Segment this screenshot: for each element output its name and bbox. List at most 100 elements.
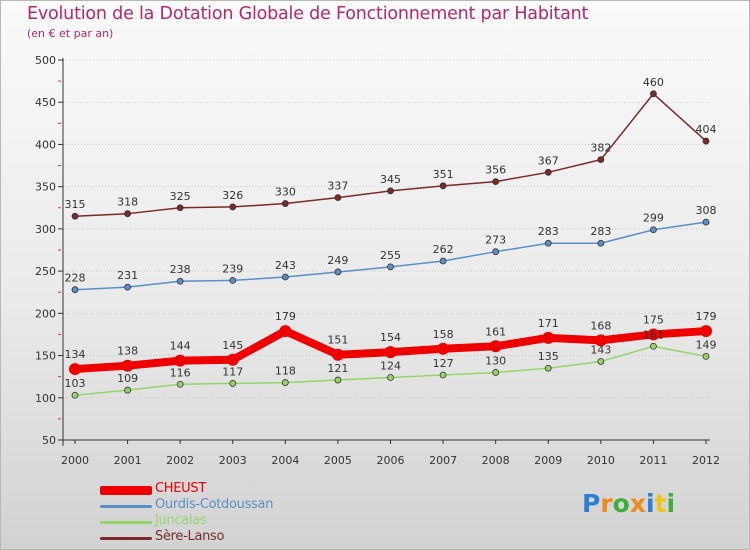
data-point xyxy=(597,239,605,247)
data-point xyxy=(387,263,394,271)
data-label: 179 xyxy=(696,310,717,323)
y-tick-label: 400 xyxy=(35,138,56,151)
data-point xyxy=(544,364,552,372)
data-label: 109 xyxy=(117,372,138,385)
data-label: 337 xyxy=(327,180,348,193)
legend-label: Ourdis-Cotdoussan xyxy=(155,497,274,512)
data-label: 127 xyxy=(433,357,454,370)
data-point xyxy=(176,204,184,212)
data-label: 231 xyxy=(117,269,138,282)
data-label: 255 xyxy=(380,249,401,262)
data-point xyxy=(594,334,607,347)
data-label: 151 xyxy=(327,334,348,347)
data-point xyxy=(544,239,552,247)
data-point xyxy=(71,286,79,294)
y-tick-label: 250 xyxy=(35,265,56,278)
data-label: 149 xyxy=(696,338,717,351)
data-label: 143 xyxy=(590,343,611,356)
legend-swatch xyxy=(100,537,152,540)
data-label: 404 xyxy=(696,123,717,136)
data-label: 179 xyxy=(275,310,296,323)
data-label: 161 xyxy=(643,328,664,341)
data-point xyxy=(124,210,131,218)
data-label: 345 xyxy=(380,173,401,186)
data-point xyxy=(492,248,500,256)
logo-letter: r xyxy=(600,489,613,518)
data-point xyxy=(700,325,712,338)
data-point xyxy=(121,359,134,372)
data-label: 460 xyxy=(643,76,664,89)
legend-label: Sère-Lanso xyxy=(155,529,225,544)
data-point xyxy=(650,342,657,350)
data-point xyxy=(124,283,131,291)
data-point xyxy=(702,137,710,145)
data-point xyxy=(71,212,79,220)
x-tick-label: 2002 xyxy=(166,454,194,467)
logo-letter: i xyxy=(646,489,655,518)
data-point xyxy=(439,371,447,379)
logo-letter: x xyxy=(629,489,646,518)
data-label: 325 xyxy=(170,190,191,203)
logo-letter: P xyxy=(582,489,601,518)
data-point xyxy=(702,352,710,360)
data-label: 175 xyxy=(643,313,664,326)
x-tick-label: 2007 xyxy=(429,454,457,467)
proxiti-logo: Proxiti xyxy=(582,489,675,518)
axes: 50 100 150 200 250 300 350 400 450 500 2000 2001 200… xyxy=(35,54,720,467)
data-point xyxy=(542,331,555,344)
data-point xyxy=(279,325,292,338)
data-label: 154 xyxy=(380,331,401,344)
data-point xyxy=(226,353,239,366)
data-label: 273 xyxy=(485,234,506,247)
data-point xyxy=(281,379,289,386)
data-point xyxy=(702,218,710,226)
data-label: 315 xyxy=(65,198,86,211)
data-label: 117 xyxy=(222,365,243,378)
data-label: 239 xyxy=(222,262,243,275)
data-point xyxy=(387,374,394,381)
data-label: 326 xyxy=(222,189,243,202)
logo-letter: o xyxy=(612,489,630,518)
data-point xyxy=(439,257,447,265)
x-tick-label: 2006 xyxy=(377,454,405,467)
data-label: 228 xyxy=(65,272,86,285)
data-label: 351 xyxy=(433,168,454,181)
y-tick-label: 450 xyxy=(35,96,56,109)
data-label: 134 xyxy=(65,348,86,361)
data-label: 138 xyxy=(117,345,138,358)
y-tick-label: 150 xyxy=(35,350,56,363)
data-point xyxy=(650,90,657,98)
data-label: 238 xyxy=(170,263,191,276)
legend-swatch xyxy=(100,505,152,508)
y-tick-label: 200 xyxy=(35,307,56,320)
data-point xyxy=(281,273,289,281)
data-point xyxy=(597,358,605,365)
grid-lines xyxy=(63,59,710,399)
logo-letter: i xyxy=(666,489,676,518)
data-point xyxy=(331,348,344,361)
legend-swatch xyxy=(100,486,152,495)
data-point xyxy=(439,182,447,190)
x-tick-label: 2008 xyxy=(482,454,510,467)
data-label: 145 xyxy=(222,339,243,352)
data-point xyxy=(492,178,500,186)
data-point xyxy=(650,226,657,234)
data-point xyxy=(544,168,552,176)
data-point xyxy=(281,200,289,207)
data-point xyxy=(334,376,342,384)
data-label: 249 xyxy=(327,254,348,267)
legend-label: CHEUST xyxy=(155,481,206,496)
y-tick-label: 350 xyxy=(35,181,56,194)
data-label: 243 xyxy=(275,259,296,272)
data-label: 283 xyxy=(590,225,611,238)
data-label: 118 xyxy=(275,365,296,378)
data-label: 318 xyxy=(117,196,138,209)
data-label: 116 xyxy=(170,366,191,379)
x-tick-label: 2011 xyxy=(639,454,667,467)
y-tick-label: 500 xyxy=(35,54,56,67)
x-tick-label: 2009 xyxy=(534,454,562,467)
x-tick-label: 2000 xyxy=(61,454,89,467)
data-point xyxy=(176,277,184,285)
data-label: 121 xyxy=(327,362,348,375)
